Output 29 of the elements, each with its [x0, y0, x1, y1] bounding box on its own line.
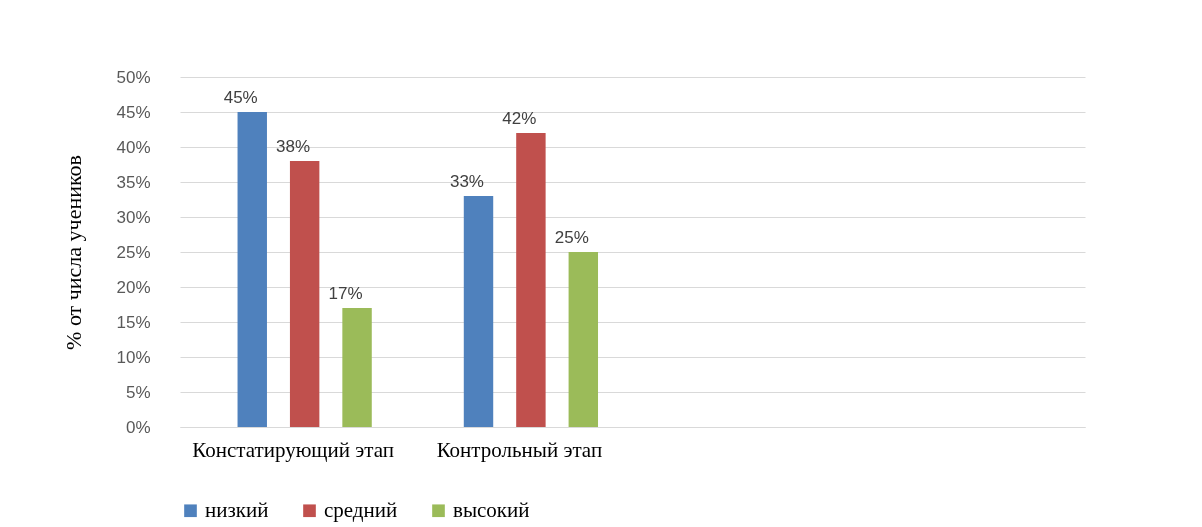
y-tick-label: 40% — [116, 137, 151, 157]
bar — [289, 161, 320, 427]
data-label: 25% — [554, 228, 589, 247]
x-tick-label: Контрольный этап — [436, 437, 603, 462]
data-label: 45% — [223, 88, 258, 107]
bar — [463, 196, 494, 427]
data-label: 33% — [449, 172, 484, 191]
bar — [516, 133, 546, 427]
legend-label: высокий — [453, 497, 530, 522]
y-axis-title: % от числа учеников — [61, 155, 87, 350]
y-tick-label: 25% — [116, 242, 151, 262]
y-tick-label: 5% — [125, 382, 151, 402]
data-label: 17% — [328, 284, 363, 303]
y-tick-label: 35% — [116, 172, 151, 192]
y-tick-label: 50% — [116, 67, 151, 87]
bar — [237, 112, 267, 427]
bar — [342, 308, 372, 427]
data-label: 38% — [276, 137, 311, 156]
y-tick-label: 10% — [116, 347, 151, 367]
y-tick-label: 45% — [116, 102, 151, 122]
x-tick-label: Констатирующий этап — [192, 437, 394, 462]
legend-label: низкий — [205, 497, 269, 522]
y-tick-label: 20% — [116, 277, 151, 297]
data-label: 42% — [502, 109, 537, 128]
y-tick-label: 0% — [125, 417, 151, 437]
bar — [568, 252, 599, 427]
y-tick-label: 15% — [116, 312, 151, 332]
y-tick-label: 30% — [116, 207, 151, 227]
legend-label: средний — [324, 497, 398, 522]
